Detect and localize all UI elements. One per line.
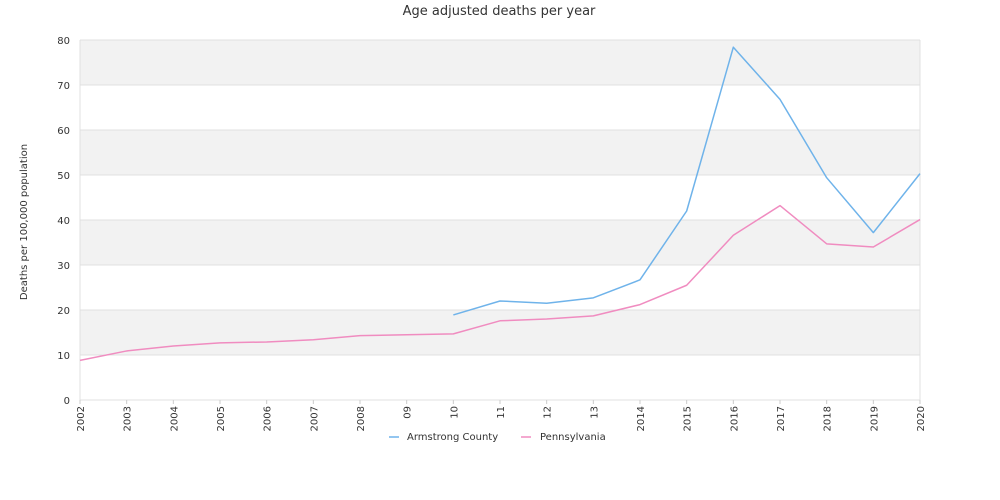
chart-title: Age adjusted deaths per year <box>403 4 596 19</box>
series-line-armstrong-county <box>453 46 921 316</box>
x-tick-label: 2004 <box>169 406 180 431</box>
x-axis-ticks: 2002 2003 2004 2005 2006 2007 2008 09 10 11 12 13 20… <box>76 400 927 431</box>
y-tick-label: 80 <box>57 36 70 47</box>
x-tick-label: 2002 <box>76 406 87 431</box>
legend-label-pennsylvania: Pennsylvania <box>540 432 606 443</box>
y-axis-ticks: 0 10 20 30 40 50 60 70 80 <box>57 36 70 407</box>
y-tick-label: 0 <box>64 396 70 407</box>
grid-band <box>80 310 920 355</box>
legend-label-armstrong-county: Armstrong County <box>407 432 498 443</box>
x-tick-label: 2014 <box>636 406 647 431</box>
legend: Armstrong County Pennsylvania <box>389 432 606 443</box>
x-tick-label: 11 <box>496 406 507 419</box>
x-tick-label: 2017 <box>776 406 787 431</box>
x-tick-label: 2005 <box>216 406 227 431</box>
x-tick-label: 2019 <box>869 406 880 431</box>
x-tick-label: 2020 <box>916 406 927 431</box>
grid-band <box>80 130 920 175</box>
y-tick-label: 60 <box>57 126 70 137</box>
x-tick-label: 2006 <box>263 406 274 431</box>
x-tick-label: 2016 <box>729 406 740 431</box>
grid-band <box>80 220 920 265</box>
grid-band <box>80 85 920 130</box>
x-tick-label: 2003 <box>123 406 134 431</box>
y-tick-label: 40 <box>57 216 70 227</box>
x-tick-label: 2008 <box>356 406 367 431</box>
x-tick-label: 12 <box>543 406 554 419</box>
x-tick-label: 13 <box>589 406 600 419</box>
y-tick-label: 70 <box>57 81 70 92</box>
grid-band <box>80 175 920 220</box>
grid-band <box>80 40 920 85</box>
grid-band <box>80 265 920 310</box>
y-tick-label: 30 <box>57 261 70 272</box>
y-tick-label: 10 <box>57 351 70 362</box>
grid-bands <box>80 40 920 400</box>
x-tick-label: 2015 <box>683 406 694 431</box>
grid-band <box>80 355 920 400</box>
y-axis-label: Deaths per 100,000 population <box>19 144 30 300</box>
x-tick-label: 09 <box>403 406 414 419</box>
series-lines <box>79 46 921 362</box>
y-tick-label: 20 <box>57 306 70 317</box>
y-tick-label: 50 <box>57 171 70 182</box>
series-line-pennsylvania <box>79 204 921 362</box>
x-tick-label: 2007 <box>309 406 320 431</box>
x-tick-label: 10 <box>449 406 460 419</box>
x-tick-label: 2018 <box>823 406 834 431</box>
